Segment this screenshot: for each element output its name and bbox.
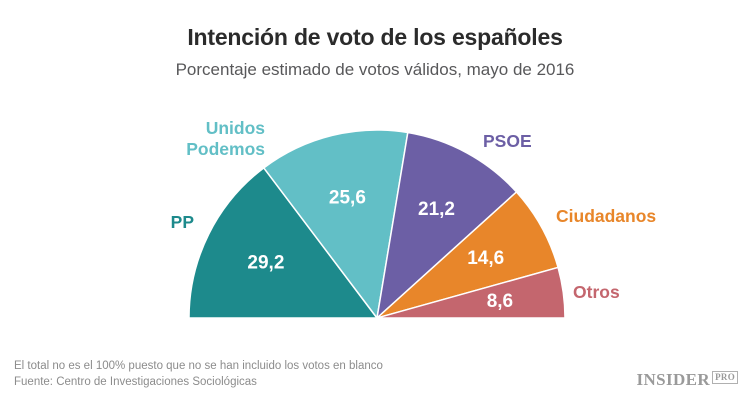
category-label-otros: Otros <box>573 282 620 302</box>
brand-pro-badge: PRO <box>712 370 738 384</box>
brand-name: INSIDER <box>636 370 711 389</box>
category-label-ciudadanos: Ciudadanos <box>556 206 657 226</box>
category-label-unidos-podemos: Unidos Podemos <box>186 118 265 159</box>
pie-slice-unidos-podemos[interactable] <box>262 129 409 320</box>
pie-slice-psoe[interactable] <box>375 131 518 320</box>
footnote-source: Fuente: Centro de Investigaciones Sociol… <box>14 376 257 388</box>
pie-slice-otros[interactable] <box>376 266 566 319</box>
chart-subtitle: Porcentaje estimado de votos válidos, ma… <box>175 60 575 79</box>
slice-value-pp: 29,2 <box>247 253 284 274</box>
slice-value-unidos-podemos: 25,6 <box>329 188 366 209</box>
pie-slices <box>188 129 566 320</box>
brand-logo: INSIDER PRO <box>636 370 738 390</box>
slice-value-psoe: 21,2 <box>418 199 455 220</box>
pie-slice-pp[interactable] <box>188 166 379 319</box>
pie-slice-value-labels: 29,2 25,6 21,2 14,6 8,6 <box>247 188 513 313</box>
page-title: Intención de voto de los españoles <box>187 24 563 50</box>
slice-value-ciudadanos: 14,6 <box>467 248 504 269</box>
category-label-pp: PP <box>170 212 194 232</box>
category-label-psoe: PSOE <box>483 131 532 151</box>
slice-value-otros: 8,6 <box>487 291 513 312</box>
footnotes: El total no es el 100% puesto que no se … <box>14 358 383 390</box>
footnote-total: El total no es el 100% puesto que no se … <box>14 360 383 372</box>
